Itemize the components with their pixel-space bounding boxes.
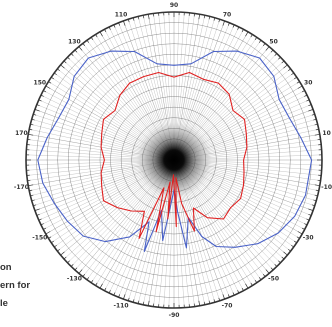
rim-tick xyxy=(308,109,314,112)
angle-tick-label: 130 xyxy=(68,38,81,45)
angle-tick-label: 10 xyxy=(322,130,330,137)
rim-tick xyxy=(265,46,270,51)
rim-tick xyxy=(222,20,225,26)
angle-tick-label: -110 xyxy=(113,303,128,310)
angle-tick-label: -50 xyxy=(268,276,279,283)
rim-tick xyxy=(99,31,103,37)
rim-tick xyxy=(60,64,65,69)
rim-tick xyxy=(198,300,201,306)
rim-tick xyxy=(245,283,249,289)
rim-tick xyxy=(265,269,270,274)
angle-tick-label: 30 xyxy=(304,80,312,87)
rim-tick xyxy=(297,85,303,89)
caption-line-2: ern for xyxy=(0,280,31,291)
rim-tick xyxy=(45,231,51,235)
angle-tick-label: 90 xyxy=(170,2,178,9)
rim-tick xyxy=(147,300,150,306)
rim-tick xyxy=(198,14,201,20)
caption: on ern for le xyxy=(0,259,60,313)
rim-tick xyxy=(314,133,320,136)
rim-tick xyxy=(123,294,126,300)
rim-tick xyxy=(34,208,40,211)
rim-tick xyxy=(283,64,288,69)
rim-tick xyxy=(147,14,150,20)
rim-tick xyxy=(28,184,34,187)
angle-tick-label: -150 xyxy=(32,235,47,242)
rim-tick xyxy=(99,283,103,289)
rim-tick xyxy=(245,31,249,37)
angle-tick-label: 70 xyxy=(223,11,231,18)
caption-line-1: on xyxy=(0,262,12,273)
rim-tick xyxy=(60,251,65,256)
angle-tick-label: -170 xyxy=(14,184,29,191)
rim-tick xyxy=(283,251,288,256)
rim-tick xyxy=(45,85,51,89)
rim-tick xyxy=(123,20,126,26)
angle-tick-label: 170 xyxy=(15,130,28,137)
angle-tick-label: -70 xyxy=(222,303,233,310)
rim-tick xyxy=(78,269,83,274)
outer-ring xyxy=(25,11,323,309)
angle-tick-label: 150 xyxy=(34,80,47,87)
rim-tick xyxy=(34,109,40,112)
series-line-1 xyxy=(37,50,313,253)
angle-tick-label: -90 xyxy=(169,312,180,319)
rim-tick xyxy=(78,46,83,51)
angle-tick-label: -10 xyxy=(321,184,332,191)
angle-tick-label: -130 xyxy=(67,276,82,283)
angle-tick-label: 110 xyxy=(115,11,128,18)
caption-line-3: le xyxy=(0,298,8,309)
center-dense-region xyxy=(136,122,212,198)
rim-tick xyxy=(297,231,303,235)
rim-tick xyxy=(308,208,314,211)
rim-tick xyxy=(314,184,320,187)
angle-tick-label: 50 xyxy=(269,38,277,45)
angle-tick-label: -30 xyxy=(303,235,314,242)
series-line-2 xyxy=(100,71,248,239)
rim-tick xyxy=(222,294,225,300)
rim-tick xyxy=(28,133,34,136)
